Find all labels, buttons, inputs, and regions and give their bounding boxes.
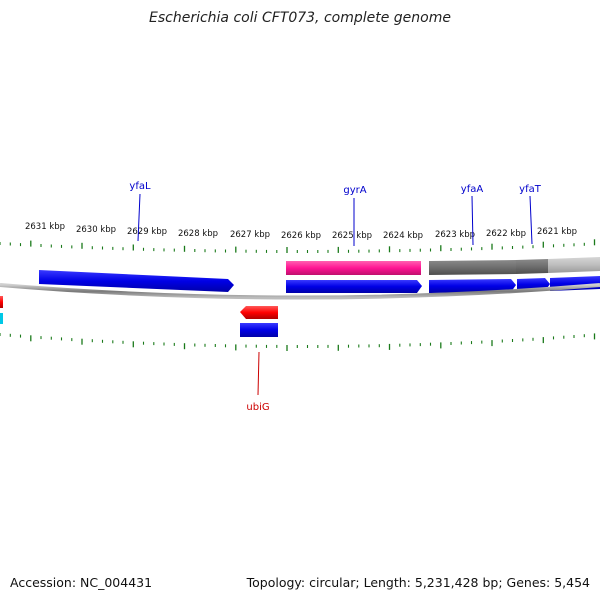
kbp-label: 2630 kbp xyxy=(76,225,116,235)
edge-features xyxy=(0,296,3,324)
cyan-feature-edge[interactable] xyxy=(0,313,3,324)
gene-labels: yfaL gyrA yfaA yfaT ubiG xyxy=(129,181,541,413)
kbp-label: 2628 kbp xyxy=(178,229,218,239)
map-title: Escherichia coli CFT073, complete genome xyxy=(149,10,451,26)
ubiG-gene[interactable] xyxy=(240,306,278,319)
feature-track-upper xyxy=(286,257,600,275)
gene-label-gyrA[interactable]: gyrA xyxy=(343,185,366,196)
gene-leaders xyxy=(137,193,533,396)
gene-label-yfaL[interactable]: yfaL xyxy=(129,181,151,192)
kbp-label: 2624 kbp xyxy=(383,231,423,241)
gyrA-feature[interactable] xyxy=(286,261,421,275)
gene-label-ubiG[interactable]: ubiG xyxy=(246,402,269,413)
reverse-gene-track xyxy=(240,306,278,337)
kbp-label: 2629 kbp xyxy=(127,227,167,237)
kbp-label: 2622 kbp xyxy=(486,229,526,239)
kbp-label: 2627 kbp xyxy=(230,230,270,240)
gene-label-yfaA[interactable]: yfaA xyxy=(461,184,484,195)
kbp-label: 2626 kbp xyxy=(281,231,321,241)
reverse-gene-edge[interactable] xyxy=(0,296,3,308)
yfaL-gene[interactable] xyxy=(39,270,234,292)
genome-summary-text: Topology: circular; Length: 5,231,428 bp… xyxy=(246,575,590,590)
kbp-label: 2625 kbp xyxy=(332,231,372,241)
kbp-label: 2621 kbp xyxy=(537,227,577,237)
gyrA-gene[interactable] xyxy=(286,280,422,293)
inner-tick-track xyxy=(0,333,596,351)
kbp-label: 2631 kbp xyxy=(25,222,65,232)
outer-tick-track xyxy=(0,239,596,253)
yfaT-feature[interactable] xyxy=(516,259,548,274)
kbp-scale: 2631 kbp 2630 kbp 2629 kbp 2628 kbp 2627… xyxy=(25,222,577,241)
accession-text: Accession: NC_004431 xyxy=(10,575,153,590)
kbp-label: 2623 kbp xyxy=(435,230,475,240)
ubiG-feature[interactable] xyxy=(240,323,278,337)
gray-feature[interactable] xyxy=(548,257,600,273)
yfaA-feature[interactable] xyxy=(429,260,516,275)
yfaA-gene[interactable] xyxy=(429,279,516,293)
gene-label-yfaT[interactable]: yfaT xyxy=(519,184,542,195)
genome-backbone xyxy=(0,283,600,300)
